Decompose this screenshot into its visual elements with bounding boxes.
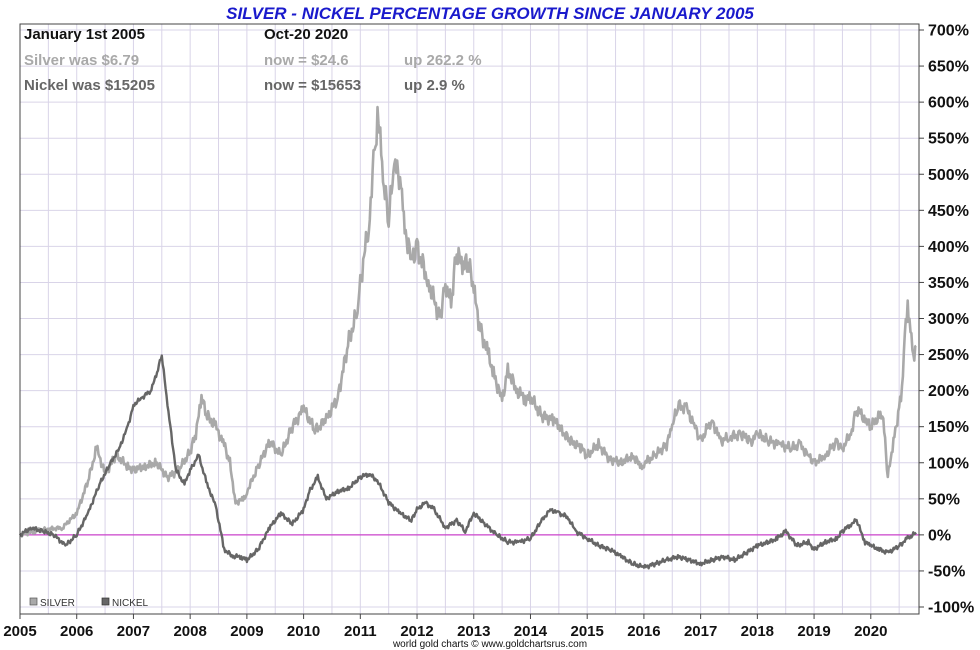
x-tick-label-2010: 2010 — [287, 623, 320, 640]
x-tick-label-2016: 2016 — [627, 623, 660, 640]
x-tick-label-2020: 2020 — [854, 623, 887, 640]
start-date-label: January 1st 2005 — [24, 26, 145, 43]
legend-swatch-silver — [29, 597, 38, 606]
footer-credit: world gold charts © www.goldchartsrus.co… — [392, 639, 587, 650]
y-tick-label-500: 500% — [928, 167, 969, 184]
x-axis-ticks: 2005 2006 2007 2008 2009 2010 2011 2012 2013 2014… — [3, 614, 887, 640]
legend: SILVER NICKEL — [29, 597, 149, 609]
x-tick-label-2015: 2015 — [571, 623, 604, 640]
y-tick-label-400: 400% — [928, 239, 969, 256]
nickel-growth: up 2.9 % — [404, 77, 465, 94]
y-axis-ticks: 700% 650% 600% 550% 500% 450% 400% 350% 300% 250%… — [919, 23, 974, 617]
x-tick-label-2017: 2017 — [684, 623, 717, 640]
y-tick-label-350: 350% — [928, 275, 969, 292]
legend-swatch-nickel — [101, 597, 110, 606]
series-line-nickel — [18, 354, 917, 570]
nickel-start-price: Nickel was $15205 — [24, 77, 155, 94]
silver-start-price: Silver was $6.79 — [24, 52, 139, 69]
x-tick-label-2006: 2006 — [60, 623, 93, 640]
x-tick-label-2007: 2007 — [117, 623, 150, 640]
y-tick-label-0: 0% — [928, 527, 951, 544]
x-tick-label-2005: 2005 — [3, 623, 36, 640]
legend-label-silver: SILVER — [40, 598, 75, 609]
y-tick-label-50: 50% — [928, 491, 960, 508]
nickel-current-price: now = $15653 — [264, 77, 361, 94]
y-tick-label-600: 600% — [928, 95, 969, 112]
x-tick-label-2009: 2009 — [230, 623, 263, 640]
chart-title: SILVER - NICKEL PERCENTAGE GROWTH SINCE … — [226, 4, 754, 23]
y-tick-label-150: 150% — [928, 419, 969, 436]
legend-label-nickel: NICKEL — [112, 598, 149, 609]
x-tick-label-2013: 2013 — [457, 623, 490, 640]
x-tick-label-2014: 2014 — [514, 623, 548, 640]
x-tick-label-2012: 2012 — [400, 623, 433, 640]
x-tick-label-2011: 2011 — [344, 623, 377, 640]
series-lines — [18, 105, 917, 570]
silver-current-price: now = $24.6 — [264, 52, 349, 69]
x-tick-label-2008: 2008 — [173, 623, 206, 640]
y-tick-label-450: 450% — [928, 203, 969, 220]
y-tick-label-300: 300% — [928, 311, 969, 328]
y-tick-label-200: 200% — [928, 383, 969, 400]
series-line-silver — [19, 105, 917, 538]
x-tick-label-2019: 2019 — [797, 623, 830, 640]
y-tick-label-550: 550% — [928, 131, 969, 148]
y-tick-label-700: 700% — [928, 23, 969, 40]
y-tick-label-650: 650% — [928, 59, 969, 76]
end-date-label: Oct-20 2020 — [264, 26, 348, 43]
y-tick-label--100: -100% — [928, 600, 974, 617]
y-tick-label-100: 100% — [928, 455, 969, 472]
y-tick-label--50: -50% — [928, 563, 965, 580]
y-tick-label-250: 250% — [928, 347, 969, 364]
silver-growth: up 262.2 % — [404, 52, 482, 69]
x-tick-label-2018: 2018 — [741, 623, 774, 640]
